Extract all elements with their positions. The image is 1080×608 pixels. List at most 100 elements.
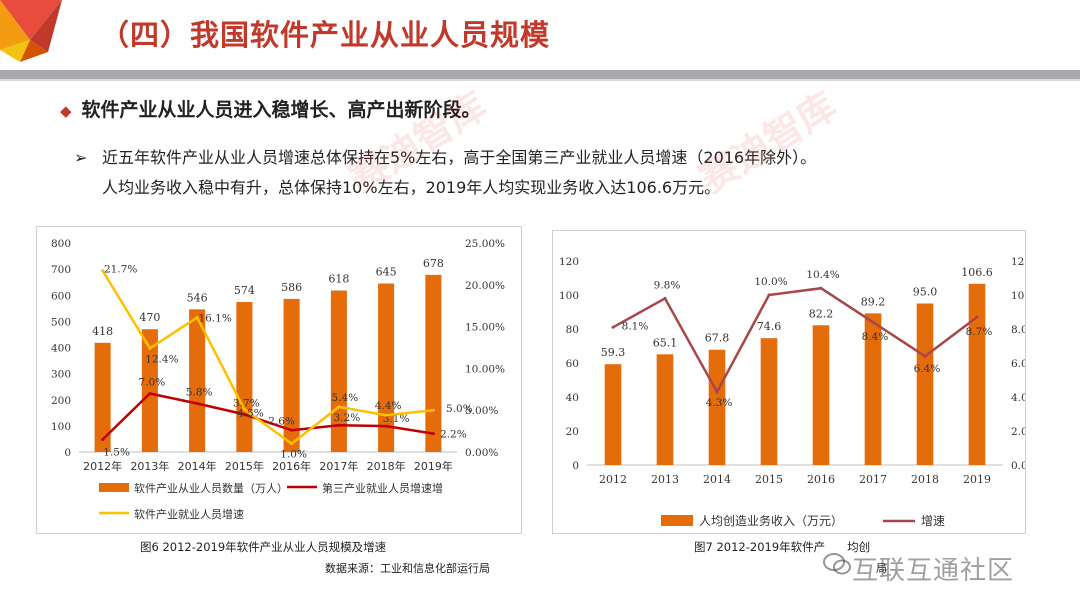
line-value-label: 1.0% (280, 449, 307, 461)
y-tick-label: 60 (566, 358, 579, 370)
line-value-label: 3.2% (334, 412, 361, 424)
line-value-label: 4.5% (237, 407, 264, 419)
line-value-label: 16.1% (198, 312, 231, 324)
line-value-label: 5.8% (186, 387, 213, 399)
chart-1-panel: 0 100 200 300 400 500 600 700 800 0.00% 5.00% 10.00… (36, 226, 522, 534)
x-tick-label: 2014年 (178, 459, 217, 473)
title-divider-shadow (0, 79, 1080, 81)
line-point (337, 423, 341, 427)
bar (812, 325, 830, 465)
x-tick-label: 2016 (807, 473, 835, 486)
chart-2-caption-tail: 均创 (847, 540, 871, 554)
bar-value-label: 618 (328, 273, 349, 286)
line-point (195, 315, 199, 319)
bar-value-label: 546 (187, 291, 208, 304)
bar (708, 349, 726, 465)
headline-text: 软件产业从业人员进入稳增长、高产出新阶段。 (81, 99, 481, 121)
bar (760, 338, 778, 465)
line-point (337, 405, 341, 409)
y-tick-label: 0 (64, 447, 71, 459)
y-tick-label: 80 (566, 324, 579, 336)
bar (189, 309, 206, 452)
series-line (612, 286, 978, 395)
chart-2-caption-text: 图7 2012-2019年软件产 (694, 540, 826, 554)
bar-value-label: 586 (281, 281, 302, 294)
line-value-label: 5.0% (446, 403, 473, 415)
chart-2: 0 20 40 60 80 100 120 0.0% 2.0% 4.0% 6.0% 8.0% 10.0%… (559, 256, 1025, 528)
x-tick-label: 2016年 (272, 459, 311, 473)
legend-label: 增速 (921, 514, 945, 528)
bar (916, 303, 934, 465)
bar (656, 354, 674, 465)
bar-value-label: 95.0 (913, 286, 938, 299)
y-tick-label: 500 (51, 316, 71, 328)
bar (425, 274, 442, 452)
y-tick-label: 40 (566, 392, 579, 404)
bar-value-label: 89.2 (861, 295, 886, 308)
bar (141, 329, 158, 452)
y2-tick-label: 25.00% (465, 238, 505, 250)
line-value-label: 21.7% (104, 264, 137, 276)
y2-tick-label: 10.0% (1011, 290, 1025, 302)
line-point (923, 354, 927, 358)
bar (236, 302, 253, 452)
legend-label: 人均创造业务收入（万元） (699, 513, 843, 528)
line-point (242, 407, 246, 411)
line-point (101, 269, 105, 273)
bar (864, 313, 882, 465)
line-point (195, 402, 199, 406)
line-point (290, 428, 294, 432)
line-value-label: 5.4% (332, 392, 359, 404)
x-tick-label: 2014 (703, 473, 731, 486)
bar-value-label: 678 (423, 257, 444, 270)
x-tick-label: 2013年 (130, 459, 169, 473)
legend-label: 第三产业就业人员增速增 (322, 481, 443, 495)
chart-1-caption: 图6 2012-2019年软件产业从业人员规模及增速 (140, 540, 387, 554)
line-value-label: 2.6% (268, 415, 295, 427)
headline: ◆ 软件产业从业人员进入稳增长、高产出新阶段。 (60, 95, 481, 122)
x-tick-label: 2015 (755, 473, 783, 486)
bar (283, 298, 300, 452)
y2-tick-label: 6.0% (1011, 358, 1025, 370)
line-value-label: 6.4% (914, 363, 941, 375)
wechat-icon (823, 553, 851, 575)
bar (604, 364, 622, 465)
line-point (715, 390, 719, 394)
bar-value-label: 67.8 (705, 332, 730, 345)
line-point (819, 286, 823, 290)
y-tick-label: 300 (51, 369, 71, 381)
line-value-label: 10.4% (806, 269, 839, 281)
y-tick-label: 800 (51, 238, 71, 250)
y2-tick-label: 5.00% (465, 405, 498, 417)
title-divider (0, 70, 1080, 79)
y-tick-label: 600 (51, 290, 71, 302)
x-tick-label: 2017 (859, 473, 887, 486)
x-tick-label: 2017年 (319, 459, 358, 473)
line-value-label: 7.0% (139, 376, 166, 388)
line-point (242, 412, 246, 416)
y2-tick-label: 4.0% (1011, 392, 1025, 404)
line-value-label: 3.7% (233, 397, 260, 409)
x-tick-label: 2018年 (367, 459, 406, 473)
line-point (431, 432, 435, 436)
bar-value-label: 574 (234, 284, 255, 297)
line-point (431, 408, 435, 412)
y-tick-label: 120 (559, 256, 579, 268)
line-value-label: 8.4% (862, 331, 889, 343)
line-value-label: 12.4% (145, 353, 178, 365)
line-point (148, 346, 152, 350)
x-tick-label: 2013 (651, 473, 679, 486)
wechat-overlay-text: 互联互通社区 (852, 556, 1015, 586)
chart-2-panel: 0 20 40 60 80 100 120 0.0% 2.0% 4.0% 6.0% 8.0% 10.0%… (552, 230, 1026, 534)
x-tick-label: 2015年 (225, 459, 264, 473)
bullet-line-2: 人均业务收入稳中有升，总体保持10%左右，2019年人均实现业务收入达106.6… (102, 178, 721, 197)
line-value-label: 4.3% (706, 397, 733, 409)
y-tick-label: 400 (51, 343, 71, 355)
y2-tick-label: 8.0% (1011, 324, 1025, 336)
line-point (384, 424, 388, 428)
x-tick-label: 2019年 (414, 459, 453, 473)
y-tick-label: 200 (51, 395, 71, 407)
line-value-label: 9.8% (654, 279, 681, 291)
line-point (767, 293, 771, 297)
page-title: （四）我国软件产业从业人员规模 (100, 18, 551, 52)
